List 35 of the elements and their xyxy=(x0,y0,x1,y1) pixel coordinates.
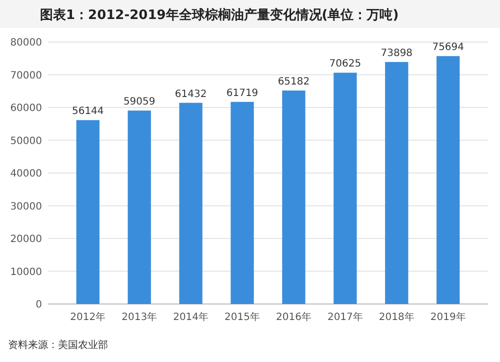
bar xyxy=(334,72,357,304)
y-tick-label: 80000 xyxy=(10,38,42,48)
data-label: 61719 xyxy=(226,88,258,99)
y-tick-label: 40000 xyxy=(10,168,42,180)
y-tick-label: 10000 xyxy=(10,266,42,278)
data-label: 73898 xyxy=(380,48,413,59)
x-tick-label: 2016年 xyxy=(276,311,312,323)
data-label: 56144 xyxy=(72,106,104,118)
y-tick-label: 30000 xyxy=(10,201,42,212)
data-label: 65182 xyxy=(278,76,310,88)
y-tick-label: 50000 xyxy=(10,136,42,147)
x-tick-label: 2013年 xyxy=(122,311,158,323)
data-label: 75694 xyxy=(432,42,464,54)
y-tick-label: 70000 xyxy=(10,70,42,82)
bar xyxy=(128,110,151,304)
bar xyxy=(385,62,408,304)
bar xyxy=(76,120,100,304)
x-tick-label: 2017年 xyxy=(327,311,363,323)
x-tick-label: 2015年 xyxy=(224,311,260,323)
x-tick-label: 2018年 xyxy=(378,311,414,323)
bar xyxy=(230,102,254,304)
x-tick-label: 2014年 xyxy=(173,311,209,323)
bar xyxy=(179,102,202,304)
bar xyxy=(282,90,306,304)
bar xyxy=(436,56,460,304)
data-label: 59059 xyxy=(123,96,156,108)
text: 资料来源：美国农业部 xyxy=(8,339,108,351)
y-tick-label: 0 xyxy=(36,300,42,310)
chart-title: 图表1：2012-2019年全球棕榈油产量变化情况(单位：万吨) xyxy=(40,7,399,23)
data-label: 70625 xyxy=(329,58,362,70)
y-tick-label: 60000 xyxy=(10,103,42,114)
x-tick-label: 2019年 xyxy=(430,311,466,323)
y-tick-label: 20000 xyxy=(10,234,42,245)
data-label: 61432 xyxy=(174,88,207,100)
x-tick-label: 2012年 xyxy=(70,311,106,323)
